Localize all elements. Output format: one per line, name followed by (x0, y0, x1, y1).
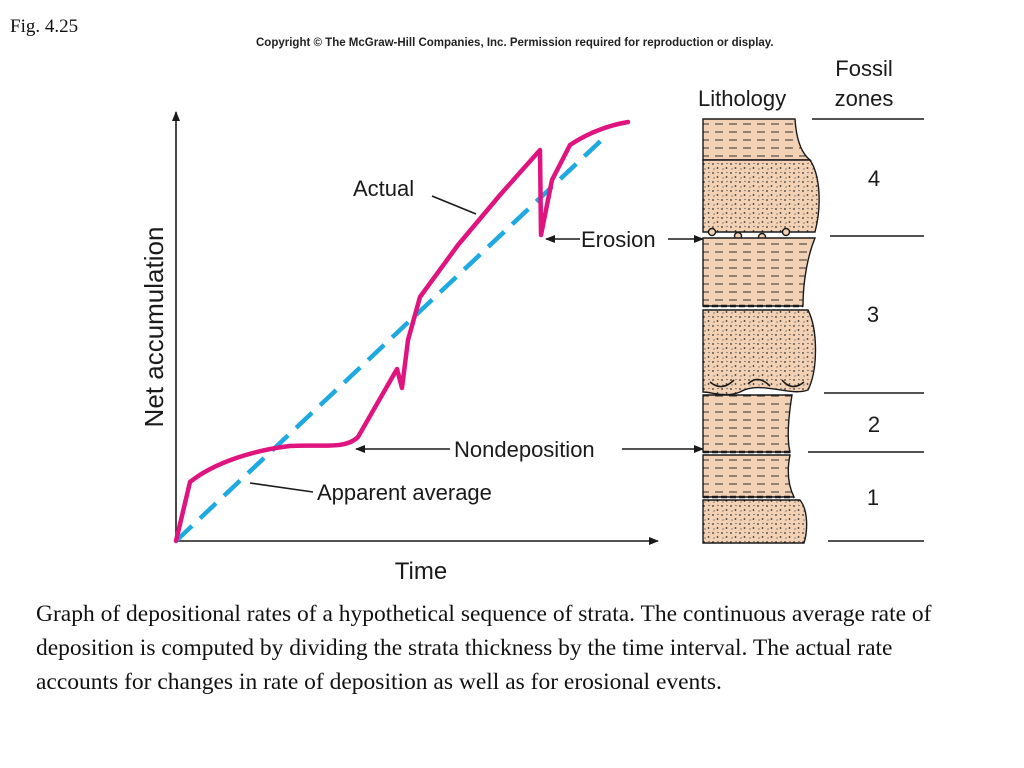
ripple-marks (709, 378, 805, 388)
x-axis-label: Time (395, 558, 447, 585)
figure-caption: Graph of depositional rates of a hypothe… (36, 601, 932, 695)
shale-bed-base (702, 454, 796, 498)
lithology-header: Lithology (698, 86, 786, 111)
sandstone-bed-base (702, 499, 808, 544)
fossil-header-line2: zones (835, 86, 894, 111)
graph-area: Net accumulation Time Actual Apparent av… (139, 111, 704, 585)
shale-bed-lower (702, 394, 793, 453)
fossil-zones: Fossil zones 4 3 2 1 (808, 56, 924, 542)
sandstone-bed-middle (702, 309, 817, 396)
y-axis-label: Net accumulation (139, 227, 169, 428)
nondeposition-label: Nondeposition (454, 437, 595, 462)
fossil-header-line1: Fossil (835, 56, 892, 81)
sandstone-bed-upper (702, 159, 820, 233)
zone-2-label: 2 (868, 412, 880, 437)
actual-label: Actual (353, 176, 414, 201)
copyright-notice: Copyright © The McGraw-Hill Companies, I… (256, 37, 774, 49)
apparent-average-label: Apparent average (317, 480, 492, 505)
shale-bed-top (702, 118, 812, 161)
actual-curve (173, 119, 631, 544)
erosion-label: Erosion (581, 227, 656, 252)
lithology-column: Lithology (698, 86, 820, 544)
zone-3-label: 3 (867, 302, 879, 327)
figure-label: Fig. 4.25 (10, 16, 79, 37)
actual-leader (431, 195, 477, 215)
zone-4-label: 4 (868, 166, 880, 191)
zone-1-label: 1 (867, 485, 879, 510)
shale-bed-middle (702, 237, 817, 307)
apparent-average-leader (249, 482, 314, 493)
